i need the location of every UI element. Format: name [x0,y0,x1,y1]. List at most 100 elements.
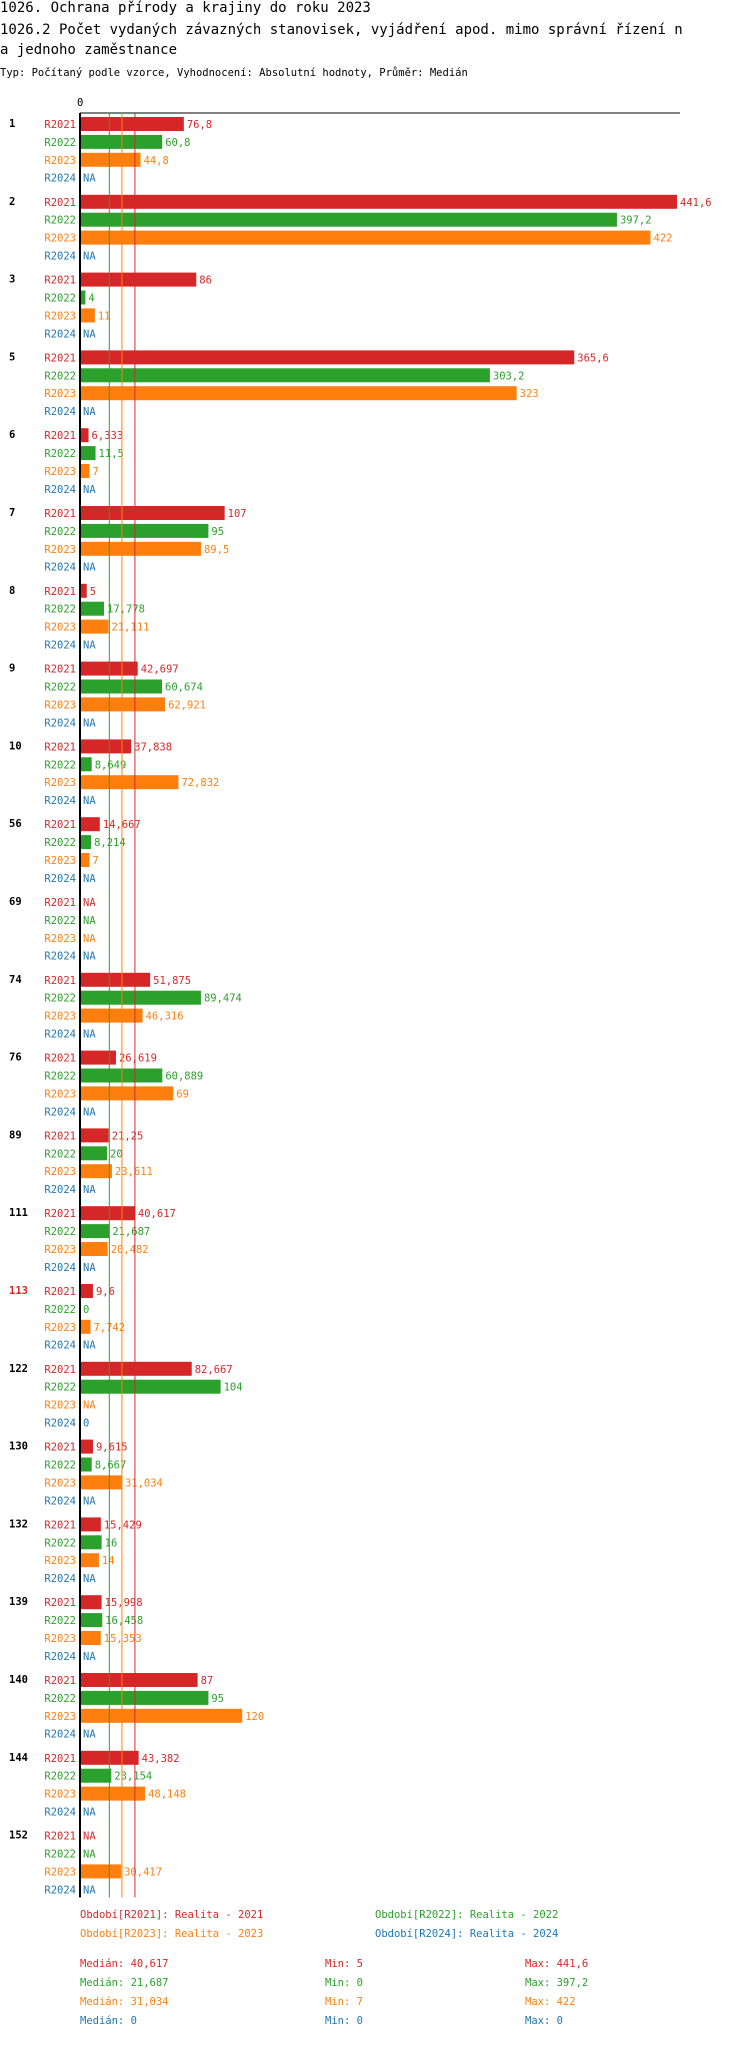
value-label-2-R2023: 422 [654,233,673,245]
value-label-7-R2021: 107 [228,508,247,520]
value-label-7-R2022: 95 [211,526,224,538]
series-label-130-R2024: R2024 [44,1495,76,1507]
bar-9-R2023 [80,697,166,712]
value-label-9-R2024: NA [83,717,96,729]
value-label-6-R2023: 7 [92,466,98,478]
legend-entry-R2024: Období[R2024]: Realita - 2024 [375,1928,558,1940]
series-label-113-R2021: R2021 [44,1286,76,1298]
series-label-5-R2022: R2022 [44,370,76,382]
series-label-6-R2023: R2023 [44,466,76,478]
series-label-140-R2024: R2024 [44,1729,76,1741]
series-label-89-R2021: R2021 [44,1130,76,1142]
value-label-130-R2022: 8,667 [95,1460,127,1472]
stat-max-R2024: Max: 0 [525,2015,563,2027]
series-label-6-R2021: R2021 [44,430,76,442]
value-label-3-R2021: 86 [199,275,212,287]
value-label-130-R2021: 9,615 [96,1442,128,1454]
value-label-5-R2024: NA [83,406,96,418]
value-label-74-R2022: 89,474 [204,993,242,1005]
group-label-2: 2 [9,196,15,208]
series-label-1-R2024: R2024 [44,173,76,185]
value-label-3-R2022: 4 [88,293,94,305]
stat-min-R2022: Min: 0 [325,1977,363,1989]
bar-74-R2022 [80,990,201,1005]
series-label-144-R2021: R2021 [44,1753,76,1765]
value-label-130-R2024: NA [83,1495,96,1507]
series-label-3-R2021: R2021 [44,275,76,287]
group-label-140: 140 [9,1674,28,1686]
series-label-130-R2022: R2022 [44,1460,76,1472]
value-label-122-R2023: NA [83,1400,96,1412]
group-label-6: 6 [9,429,15,441]
series-label-152-R2023: R2023 [44,1866,76,1878]
bar-74-R2023 [80,1008,143,1023]
bar-8-R2023 [80,619,109,634]
group-label-69: 69 [9,896,22,908]
value-label-89-R2021: 21,25 [112,1130,144,1142]
bar-2-R2022 [80,212,617,227]
series-label-113-R2024: R2024 [44,1340,76,1352]
value-label-139-R2021: 15,998 [105,1597,143,1609]
bar-10-R2023 [80,775,179,790]
value-label-7-R2023: 89,5 [204,544,229,556]
group-label-89: 89 [9,1129,22,1141]
bar-139-R2021 [80,1595,102,1610]
value-label-89-R2022: 20 [110,1148,123,1160]
series-label-122-R2021: R2021 [44,1364,76,1376]
value-label-111-R2022: 21,687 [112,1226,150,1238]
stat-median-R2022: Medián: 21,687 [80,1977,169,1989]
stat-max-R2021: Max: 441,6 [525,1958,588,1970]
value-label-76-R2021: 26,619 [119,1053,157,1065]
series-label-69-R2024: R2024 [44,951,76,963]
series-label-9-R2023: R2023 [44,699,76,711]
value-label-69-R2023: NA [83,933,96,945]
series-label-122-R2022: R2022 [44,1382,76,1394]
value-label-56-R2022: 8,214 [94,837,126,849]
value-label-6-R2021: 6,333 [92,430,124,442]
series-label-113-R2023: R2023 [44,1322,76,1334]
bar-152-R2023 [80,1864,122,1879]
bar-6-R2023 [80,464,90,478]
series-label-7-R2024: R2024 [44,562,76,574]
series-label-74-R2022: R2022 [44,993,76,1005]
series-label-2-R2022: R2022 [44,215,76,227]
stat-min-R2021: Min: 5 [325,1958,363,1970]
group-label-130: 130 [9,1441,28,1453]
bar-7-R2022 [80,523,209,538]
stat-max-R2023: Max: 422 [525,1996,576,2008]
value-label-139-R2024: NA [83,1651,96,1663]
series-label-89-R2024: R2024 [44,1184,76,1196]
series-label-76-R2024: R2024 [44,1106,76,1118]
series-label-111-R2021: R2021 [44,1208,76,1220]
series-label-74-R2023: R2023 [44,1011,76,1023]
value-label-130-R2023: 31,034 [125,1477,163,1489]
stat-min-R2023: Min: 7 [325,1996,363,2008]
value-label-144-R2024: NA [83,1807,96,1819]
chart-title-line-2: 1026.2 Počet vydaných závazných stanovis… [0,22,683,38]
value-label-76-R2023: 69 [176,1088,189,1100]
bar-130-R2021 [80,1439,93,1454]
value-label-89-R2024: NA [83,1184,96,1196]
bar-140-R2023 [80,1708,243,1723]
bar-130-R2022 [80,1457,92,1472]
bar-6-R2022 [80,446,96,461]
series-label-69-R2023: R2023 [44,933,76,945]
value-label-140-R2023: 120 [245,1711,264,1723]
bar-3-R2023 [80,308,95,323]
value-label-111-R2023: 20,482 [111,1244,149,1256]
bar-89-R2022 [80,1146,108,1161]
series-label-8-R2021: R2021 [44,586,76,598]
series-label-69-R2022: R2022 [44,915,76,927]
legend-entry-R2022: Období[R2022]: Realita - 2022 [375,1909,558,1921]
group-label-76: 76 [9,1052,22,1064]
bar-144-R2022 [80,1768,112,1783]
bar-113-R2023 [80,1319,91,1334]
bar-2-R2021 [80,194,677,209]
value-label-113-R2021: 9,6 [96,1286,115,1298]
value-label-76-R2024: NA [83,1106,96,1118]
bar-8-R2022 [80,601,105,616]
bar-56-R2022 [80,835,92,850]
value-label-152-R2024: NA [83,1884,96,1896]
series-label-139-R2022: R2022 [44,1615,76,1627]
series-label-152-R2024: R2024 [44,1884,76,1896]
